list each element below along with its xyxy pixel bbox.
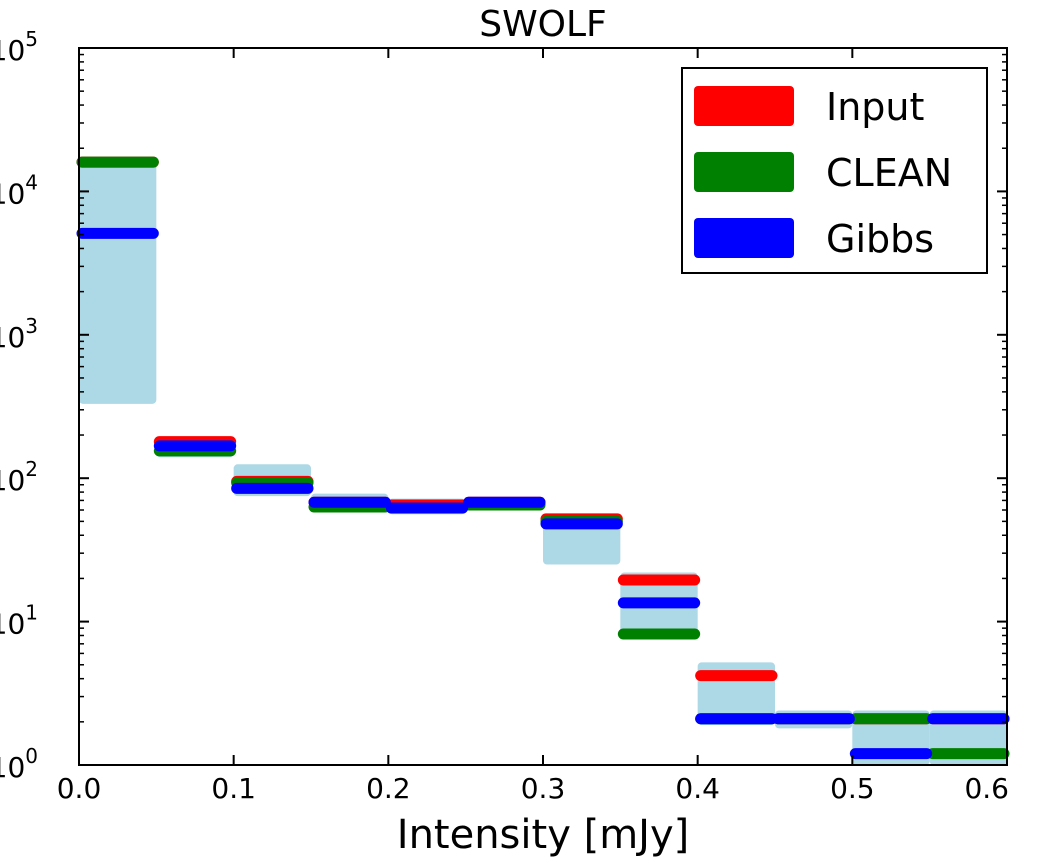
x-tick-label-5: 0.5 [830, 772, 875, 805]
band-bin-0 [79, 162, 157, 404]
x-tick-label-4: 0.4 [675, 772, 720, 805]
x-tick-label-3: 0.3 [521, 772, 566, 805]
y-tick-label-5: 105 [0, 27, 38, 67]
legend: Input CLEAN Gibbs [681, 67, 988, 274]
legend-label-gibbs: Gibbs [826, 217, 934, 261]
x-tick-label-0: 0.0 [57, 772, 102, 805]
y-tick-label-2: 102 [0, 457, 38, 497]
y-tick-label-4: 104 [0, 170, 38, 210]
legend-label-clean: CLEAN [826, 151, 952, 195]
y-tick-label-1: 101 [0, 601, 38, 641]
chart-title: SWOLF [479, 4, 607, 45]
y-tick-label-3: 103 [0, 314, 38, 354]
legend-entries: Input CLEAN Gibbs [694, 85, 952, 261]
legend-swatch-clean [694, 152, 794, 192]
x-tick-label-2: 0.2 [366, 772, 411, 805]
y-tick-label-0: 100 [0, 744, 38, 784]
x-tick-label-6: 0.6 [964, 772, 1009, 805]
legend-label-input: Input [826, 85, 924, 129]
series-layer [76, 156, 1010, 760]
legend-swatch-input [694, 86, 794, 126]
legend-swatch-gibbs [694, 218, 794, 258]
tick-layer: 0.0 0.1 0.2 0.3 0.4 0.5 0.6 100 101 102 103 104 105 [0, 27, 1009, 805]
series-gibbs [76, 227, 1010, 760]
x-axis-label: Intensity [mJy] [397, 812, 689, 858]
x-tick-label-1: 0.1 [211, 772, 256, 805]
